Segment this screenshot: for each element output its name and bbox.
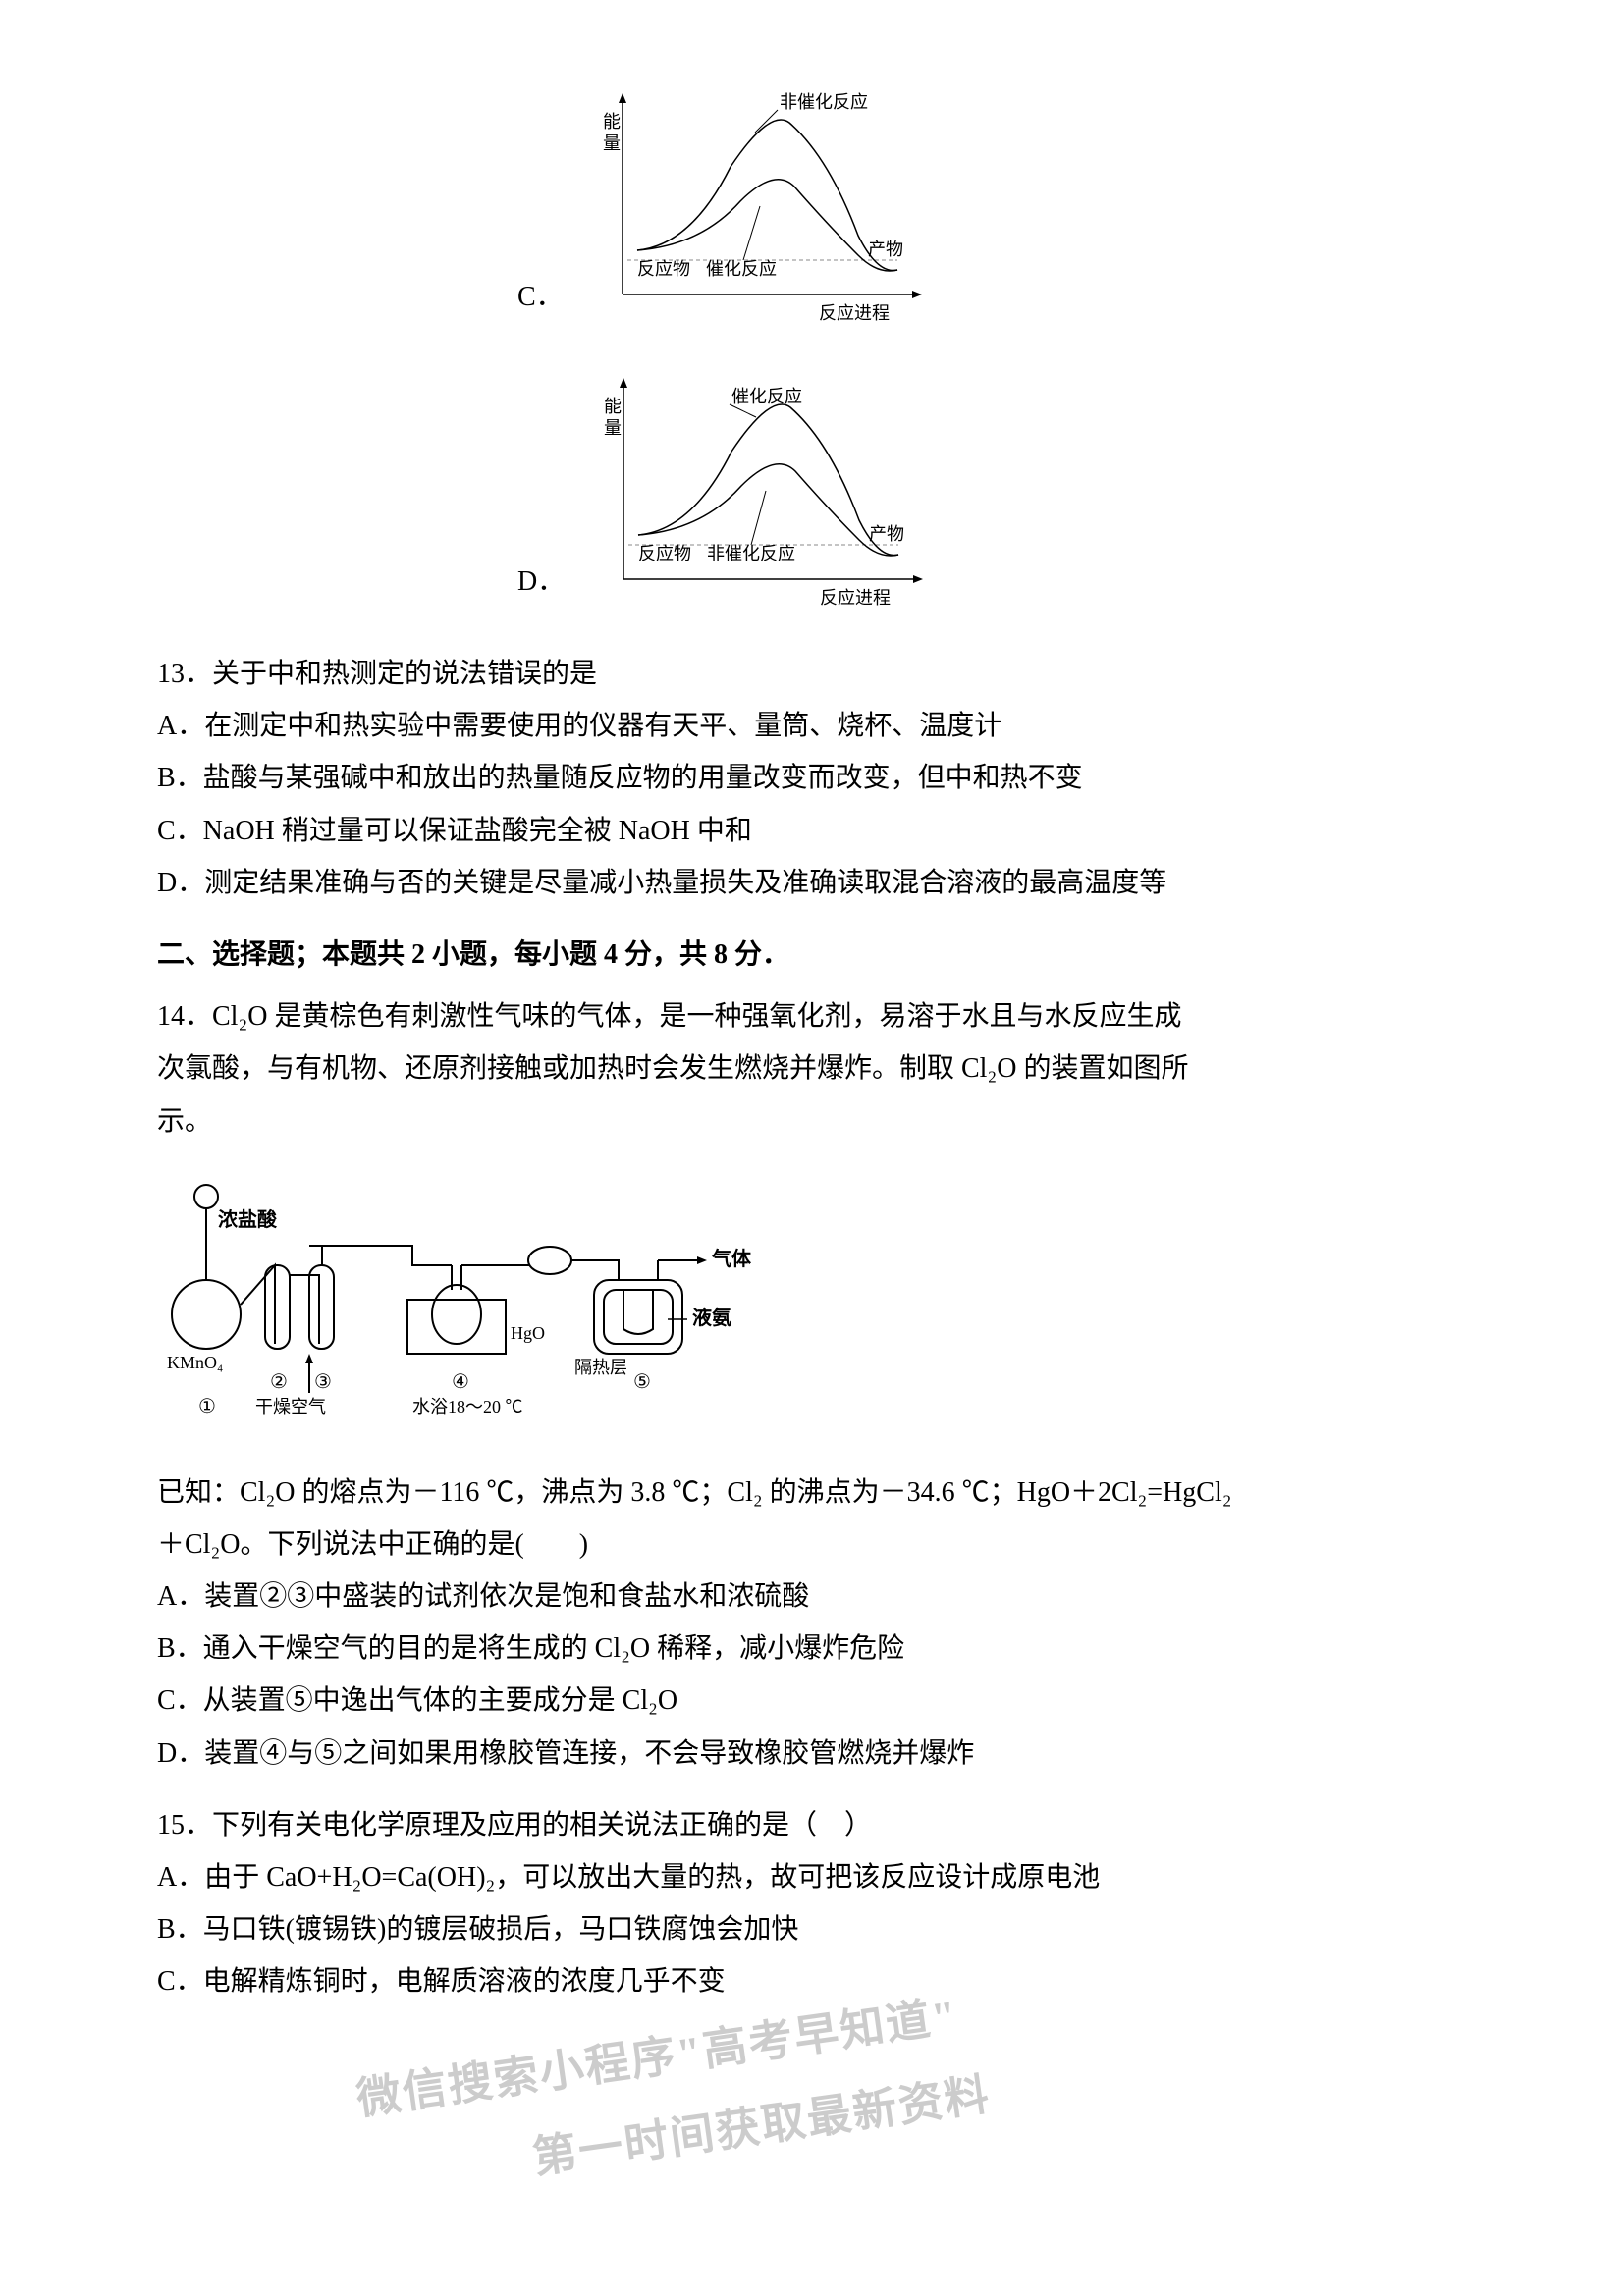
right-label-d: 产物 — [869, 524, 904, 544]
q15-option-c: C．电解精炼铜时，电解质溶液的浓度几乎不变 — [157, 1955, 1467, 2007]
mid-label-c: 催化反应 — [706, 259, 777, 279]
right-label-c: 产物 — [868, 240, 903, 259]
diagram-c-block: C． 能 量 非催化反应 反应物 催化反应 产物 反应进程 — [517, 79, 1107, 334]
q14-known-2: ＋Cl₂O。下列说法中正确的是( ) — [157, 1519, 1467, 1571]
section-2-header: 二、选择题；本题共 2 小题，每小题 4 分，共 8 分． — [157, 929, 1467, 981]
svg-text:KMnO₄: KMnO₄ — [167, 1353, 223, 1372]
q13-stem: 13．关于中和热测定的说法错误的是 — [157, 648, 1467, 700]
q14-option-a: A．装置②③中盛装的试剂依次是饱和食盐水和浓硫酸 — [157, 1571, 1467, 1623]
question-14: 14．Cl₂O 是黄棕色有刺激性气味的气体，是一种强氧化剂，易溶于水且与水反应生… — [157, 990, 1467, 1780]
q14-option-b: B．通入干燥空气的目的是将生成的 Cl₂O 稀释，减小爆炸危险 — [157, 1623, 1467, 1675]
svg-text:浓盐酸: 浓盐酸 — [218, 1207, 278, 1231]
q13-option-d: D．测定结果准确与否的关键是尽量减小热量损失及准确读取混合溶液的最高温度等 — [157, 857, 1467, 909]
svg-text:能: 能 — [604, 397, 622, 416]
q14-option-d: D．装置④与⑤之间如果用橡胶管连接，不会导致橡胶管燃烧并爆炸 — [157, 1728, 1467, 1780]
svg-text:干燥空气: 干燥空气 — [255, 1397, 326, 1416]
q14-stem-2: 次氯酸，与有机物、还原剂接触或加热时会发生燃烧并爆炸。制取 Cl₂O 的装置如图… — [157, 1042, 1467, 1095]
svg-text:量: 量 — [604, 418, 622, 438]
apparatus-diagram: 浓盐酸 KMnO₄ 干燥空气 水浴18～20 ℃ HgO 气 — [157, 1167, 844, 1442]
svg-text:④: ④ — [452, 1371, 469, 1393]
q14-option-c: C．从装置⑤中逸出气体的主要成分是 Cl₂O — [157, 1675, 1467, 1727]
q14-known-1: 已知：Cl₂O 的熔点为－116 ℃，沸点为 3.8 ℃；Cl₂ 的沸点为－34… — [157, 1467, 1467, 1519]
svg-text:②: ② — [270, 1371, 288, 1393]
left-label-c: 反应物 — [637, 259, 690, 279]
top-label-d: 催化反应 — [731, 387, 802, 406]
svg-text:隔热层: 隔热层 — [574, 1358, 627, 1377]
mid-label-d: 非催化反应 — [707, 544, 795, 563]
q14-stem-3: 示。 — [157, 1095, 1467, 1148]
watermark-line-2: 第一时间获取最新资料 — [528, 2058, 994, 2186]
x-axis-label-d: 反应进程 — [820, 588, 891, 608]
q13-option-a: A．在测定中和热实验中需要使用的仪器有天平、量筒、烧杯、温度计 — [157, 700, 1467, 752]
q15-stem: 15．下列有关电化学原理及应用的相关说法正确的是（ ） — [157, 1799, 1467, 1851]
option-d-label: D． — [517, 560, 565, 618]
svg-text:⑤: ⑤ — [633, 1371, 651, 1393]
energy-diagram-d: 能 量 催化反应 反应物 非催化反应 产物 反应进程 — [584, 363, 957, 618]
svg-text:量: 量 — [603, 133, 621, 153]
svg-text:气体: 气体 — [711, 1247, 752, 1270]
top-label-c: 非催化反应 — [780, 92, 868, 112]
svg-text:①: ① — [198, 1396, 216, 1417]
option-c-label: C． — [517, 275, 564, 334]
svg-text:③: ③ — [314, 1371, 332, 1393]
q13-option-b: B．盐酸与某强碱中和放出的热量随反应物的用量改变而改变，但中和热不变 — [157, 752, 1467, 804]
energy-diagram-c: 能 量 非催化反应 反应物 催化反应 产物 反应进程 — [583, 79, 956, 334]
diagram-d-block: D． 能 量 催化反应 反应物 非催化反应 产物 反应进程 — [517, 363, 1107, 618]
question-15: 15．下列有关电化学原理及应用的相关说法正确的是（ ） A．由于 CaO+H₂O… — [157, 1799, 1467, 2008]
svg-text:液氨: 液氨 — [692, 1306, 731, 1329]
left-label-d: 反应物 — [638, 544, 691, 563]
svg-text:水浴18～20 ℃: 水浴18～20 ℃ — [412, 1397, 523, 1416]
q15-option-b: B．马口铁(镀锡铁)的镀层破损后，马口铁腐蚀会加快 — [157, 1903, 1467, 1955]
q13-option-c: C．NaOH 稍过量可以保证盐酸完全被 NaOH 中和 — [157, 805, 1467, 857]
question-13: 13．关于中和热测定的说法错误的是 A．在测定中和热实验中需要使用的仪器有天平、… — [157, 648, 1467, 909]
x-axis-label-c: 反应进程 — [819, 303, 890, 323]
q14-stem-1: 14．Cl₂O 是黄棕色有刺激性气味的气体，是一种强氧化剂，易溶于水且与水反应生… — [157, 990, 1467, 1042]
svg-text:HgO: HgO — [511, 1323, 545, 1343]
y-axis-label: 能 — [603, 112, 621, 132]
q15-option-a: A．由于 CaO+H₂O=Ca(OH)₂，可以放出大量的热，故可把该反应设计成原… — [157, 1851, 1467, 1903]
